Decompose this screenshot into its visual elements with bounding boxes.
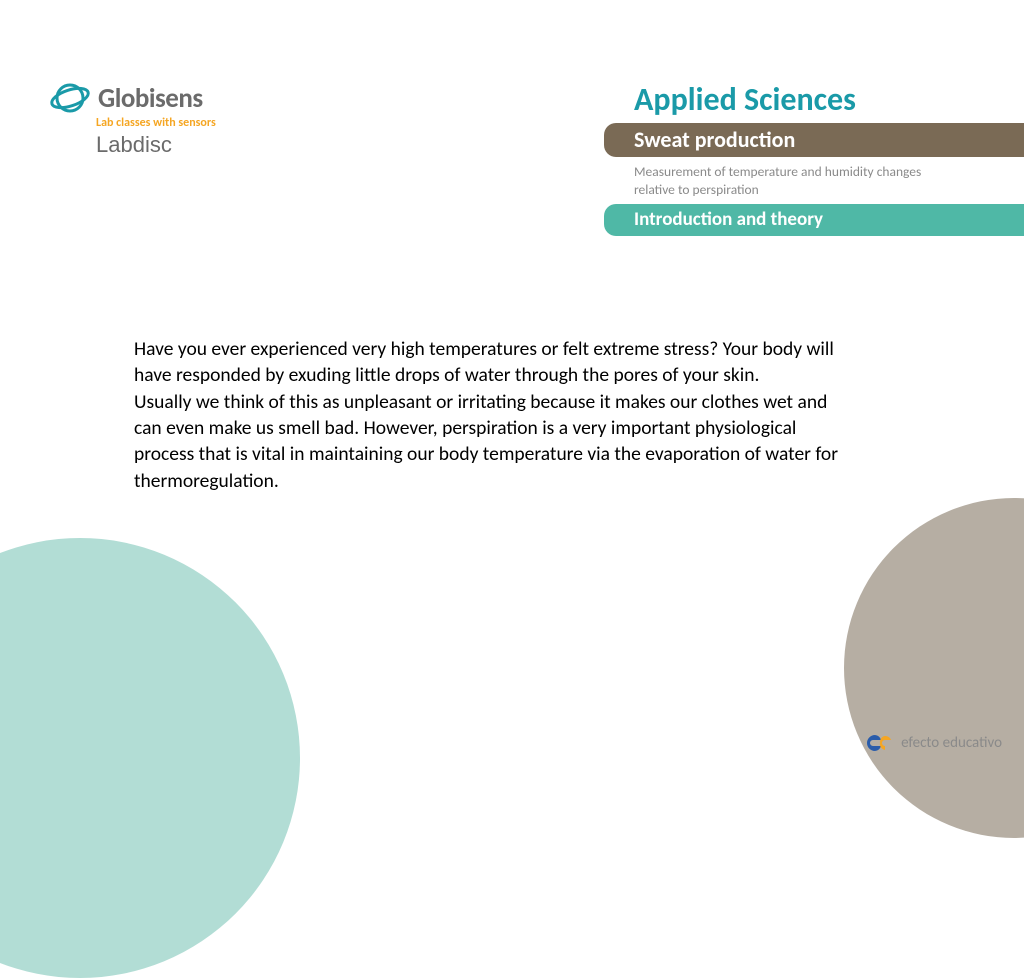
- ee-icon: [867, 732, 893, 754]
- decoration-bottom-left: [0, 538, 300, 978]
- topic-bar: Sweat production: [604, 123, 1024, 157]
- logo-tagline: Lab classes with sensors: [96, 116, 216, 130]
- section-bar: Introduction and theory: [604, 204, 1024, 236]
- footer-brand-text: efecto educativo: [901, 734, 1002, 752]
- globe-icon: [48, 78, 92, 118]
- footer-brand: efecto educativo: [867, 732, 1002, 754]
- category-title: Applied Sciences: [634, 80, 1024, 119]
- header-right: Applied Sciences Sweat production Measur…: [604, 80, 1024, 236]
- logo-brand-text: Globisens: [98, 82, 203, 115]
- decoration-bottom-right: [844, 498, 1024, 838]
- logo-sub-brand: Labdisc: [96, 132, 172, 158]
- body-text: Have you ever experienced very high temp…: [134, 336, 854, 494]
- body-paragraph-2: Usually we think of this as unpleasant o…: [134, 389, 854, 494]
- logo-block: Globisens Lab classes with sensors Labdi…: [48, 78, 216, 158]
- topic-subtitle: Measurement of temperature and humidity …: [604, 157, 984, 204]
- logo-row: Globisens: [48, 78, 203, 118]
- body-paragraph-1: Have you ever experienced very high temp…: [134, 336, 854, 389]
